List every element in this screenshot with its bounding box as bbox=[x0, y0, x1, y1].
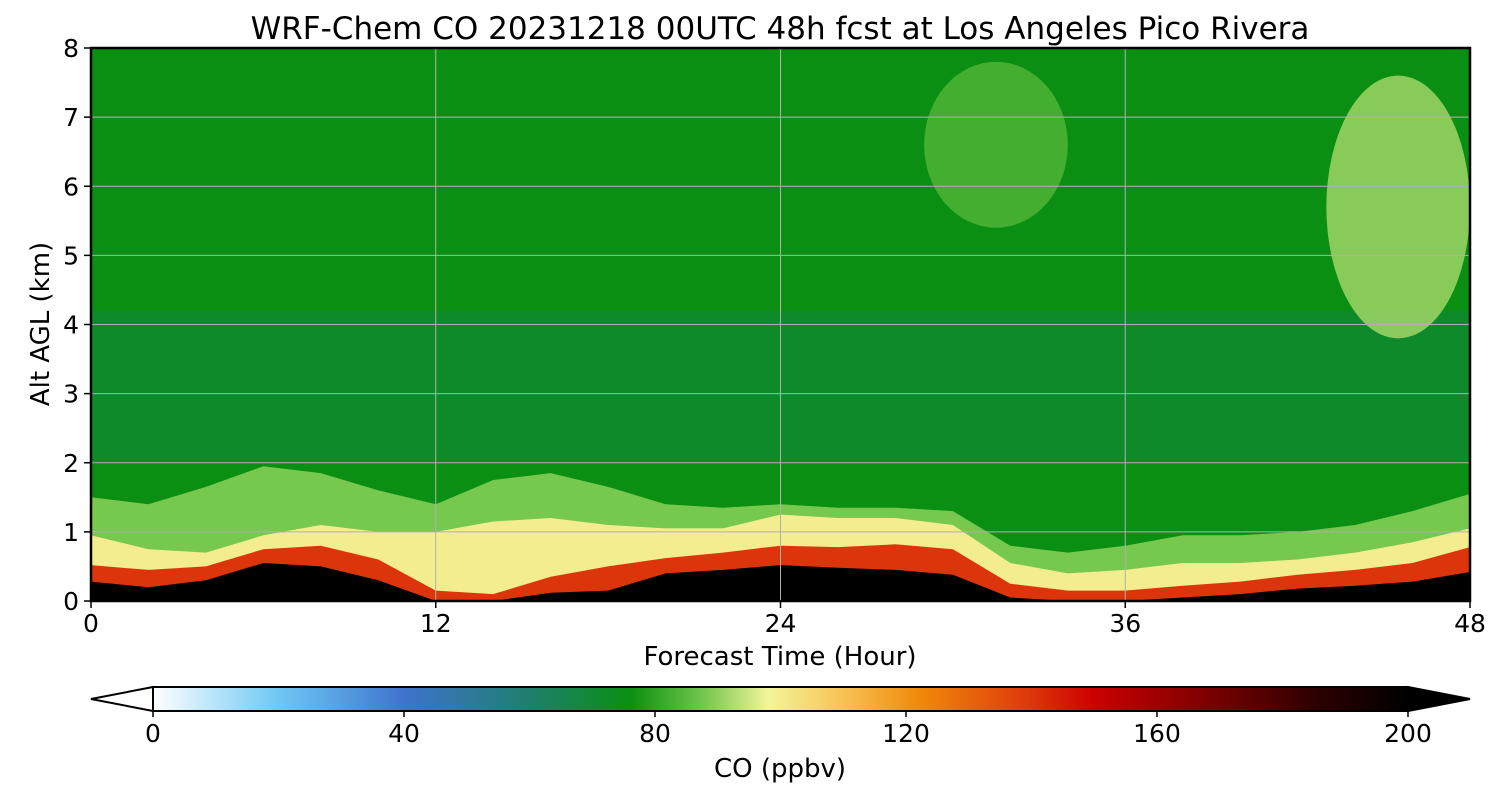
upper-co-enhancement bbox=[1326, 75, 1470, 339]
colorbar-tick-label: 40 bbox=[388, 719, 420, 748]
colorbar-under-arrow bbox=[90, 685, 154, 713]
x-tick-label: 24 bbox=[765, 609, 797, 638]
y-tick-label: 3 bbox=[63, 380, 79, 409]
y-tick-label: 1 bbox=[63, 518, 79, 547]
colorbar-frame bbox=[152, 686, 1409, 712]
y-axis-label: Alt AGL (km) bbox=[26, 242, 56, 406]
colorbar-tick-label: 120 bbox=[882, 719, 930, 748]
grid-lines bbox=[91, 48, 1470, 601]
colorbar-ticks: 0 40 80 120 160 200 bbox=[145, 711, 1432, 748]
y-tick-label: 4 bbox=[63, 311, 79, 340]
colorbar-tick-label: 200 bbox=[1384, 719, 1432, 748]
y-axis-ticks: 0 1 2 3 4 5 6 7 8 bbox=[63, 34, 91, 616]
colorbar-label: CO (ppbv) bbox=[714, 754, 846, 784]
y-tick-label: 5 bbox=[63, 241, 79, 270]
colorbar-tick-label: 160 bbox=[1133, 719, 1181, 748]
x-tick-label: 36 bbox=[1109, 609, 1141, 638]
y-tick-label: 0 bbox=[63, 587, 79, 616]
colorbar-over-arrow bbox=[1407, 685, 1471, 713]
colorbar-tick-label: 0 bbox=[145, 719, 161, 748]
upper-co-enhancement bbox=[924, 61, 1068, 228]
x-tick-label: 0 bbox=[83, 609, 99, 638]
y-tick-label: 7 bbox=[63, 103, 79, 132]
chart-title: WRF-Chem CO 20231218 00UTC 48h fcst at L… bbox=[251, 11, 1310, 47]
x-axis-ticks: 0 12 24 36 48 bbox=[83, 601, 1486, 638]
colorbar-tick-label: 80 bbox=[639, 719, 671, 748]
y-tick-label: 6 bbox=[63, 172, 79, 201]
x-tick-label: 48 bbox=[1454, 609, 1486, 638]
colorbar: 0 40 80 120 160 200 bbox=[90, 685, 1471, 748]
plot-area bbox=[91, 48, 1470, 601]
x-tick-label: 12 bbox=[420, 609, 452, 638]
colorbar-gradient bbox=[153, 687, 1408, 711]
y-tick-label: 8 bbox=[63, 34, 79, 63]
y-tick-label: 2 bbox=[63, 449, 79, 478]
x-axis-label: Forecast Time (Hour) bbox=[643, 642, 916, 672]
